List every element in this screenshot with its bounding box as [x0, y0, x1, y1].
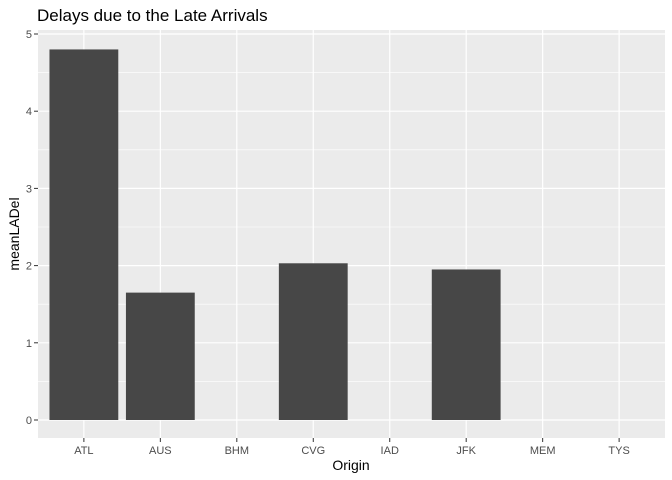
bar-atl: [49, 49, 119, 420]
x-tick-label: AUS: [149, 445, 172, 457]
y-tick-label: 0: [26, 415, 32, 427]
x-tick-label: IAD: [381, 445, 399, 457]
y-axis: 0 1 2 3 4 5: [26, 29, 38, 427]
bar-cvg: [278, 263, 348, 420]
x-axis-title: Origin: [332, 457, 369, 473]
x-tick-label: TYS: [608, 445, 629, 457]
bar-aus: [125, 292, 195, 420]
y-tick-label: 5: [26, 29, 32, 41]
x-tick-label: JFK: [456, 445, 476, 457]
y-tick-label: 3: [26, 183, 32, 195]
y-axis-title: meanLADel: [6, 197, 22, 270]
bar-jfk: [431, 269, 501, 420]
x-tick-label: ATL: [74, 445, 93, 457]
y-tick-label: 1: [26, 338, 32, 350]
x-axis: ATL AUS BHM CVG IAD JFK MEM TYS: [74, 438, 630, 457]
chart-title: Delays due to the Late Arrivals: [37, 6, 268, 25]
y-tick-label: 4: [26, 106, 32, 118]
bars: [49, 49, 501, 420]
x-tick-label: CVG: [301, 445, 325, 457]
x-tick-label: MEM: [530, 445, 556, 457]
x-tick-label: BHM: [225, 445, 249, 457]
y-tick-label: 2: [26, 261, 32, 273]
